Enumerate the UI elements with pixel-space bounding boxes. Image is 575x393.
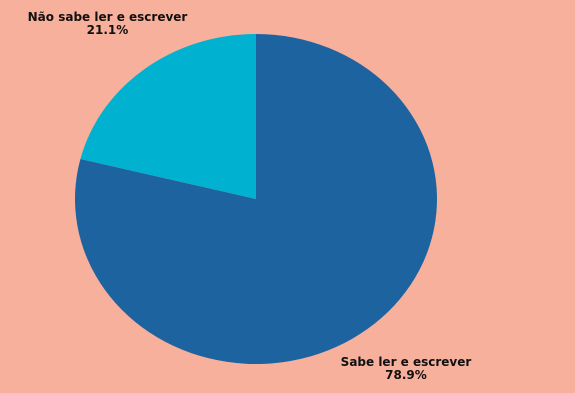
slice-label-sabe-ler: Sabe ler e escrever 78.9% bbox=[331, 356, 481, 382]
slice-label-percent: 78.9% bbox=[385, 368, 427, 382]
slice-label-nao-sabe-ler: Não sabe ler e escrever 21.1% bbox=[15, 11, 200, 37]
slice-label-name: Não sabe ler e escrever bbox=[27, 10, 188, 24]
pie-slice-0 bbox=[75, 34, 438, 365]
slice-label-name: Sabe ler e escrever bbox=[340, 355, 472, 369]
pie-slice-1 bbox=[80, 34, 256, 199]
slice-label-percent: 21.1% bbox=[86, 23, 129, 37]
